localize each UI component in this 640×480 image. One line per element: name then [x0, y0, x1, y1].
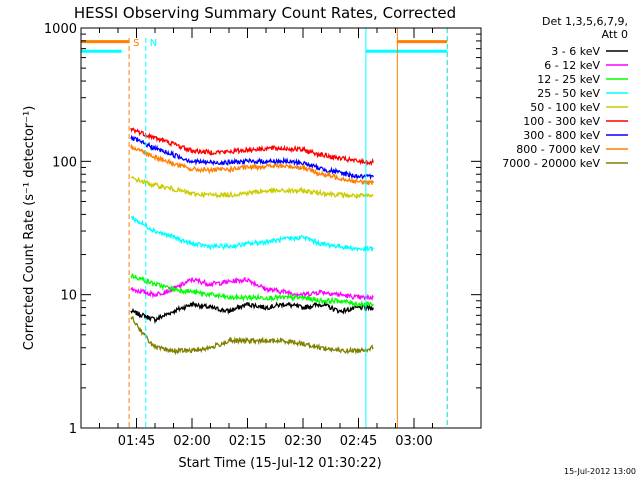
footer-timestamp: 15-Jul-2012 13:00 [564, 467, 636, 476]
y-axis: 1 10 100 1000 [44, 22, 481, 437]
legend-header: Att 0 [602, 28, 628, 41]
series-line [130, 144, 374, 186]
chart-title: HESSI Observing Summary Count Rates, Cor… [74, 4, 456, 22]
legend-label: 800 - 7000 keV [516, 143, 600, 156]
series-lines [130, 127, 374, 356]
legend-label: 12 - 25 keV [537, 73, 600, 86]
legend-label: 25 - 50 keV [537, 87, 600, 100]
x-axis: 01:45 02:00 02:15 02:30 02:45 03:00 [80, 28, 433, 449]
legend-label: 100 - 300 keV [523, 115, 600, 128]
marker-label: S [133, 38, 139, 49]
series-line [130, 316, 374, 356]
legend-label: 3 - 6 keV [551, 45, 600, 58]
series-line [130, 214, 374, 253]
series-line [130, 300, 374, 325]
y-axis-label: Corrected Count Rate (s⁻¹ detector⁻¹) [22, 106, 37, 351]
x-tick-label: 02:00 [173, 434, 210, 449]
series-line [130, 273, 374, 309]
series-line [130, 134, 374, 181]
y-tick-label: 1 [69, 422, 77, 437]
x-axis-label: Start Time (15-Jul-12 01:30:22) [178, 456, 381, 471]
x-tick-label: 02:30 [284, 434, 321, 449]
x-tick-label: 03:00 [395, 434, 432, 449]
legend-label: 50 - 100 keV [530, 101, 600, 114]
legend-header: Det 1,3,5,6,7,9, [542, 15, 628, 28]
x-tick-label: 02:15 [229, 434, 266, 449]
series-line [130, 175, 374, 200]
y-tick-label: 10 [60, 289, 77, 304]
x-tick-label: 02:45 [340, 434, 377, 449]
series-line [130, 127, 374, 167]
legend-label: 7000 - 20000 keV [502, 157, 600, 170]
x-tick-label: 01:45 [118, 434, 155, 449]
y-tick-label: 100 [52, 155, 77, 170]
legend-label: 300 - 800 keV [523, 129, 600, 142]
segment-bars [81, 40, 448, 53]
series-line [130, 276, 374, 301]
legend-label: 6 - 12 keV [544, 59, 600, 72]
marker-label: N [150, 38, 157, 49]
plot-frame [80, 27, 482, 429]
y-tick-label: 1000 [44, 22, 77, 37]
